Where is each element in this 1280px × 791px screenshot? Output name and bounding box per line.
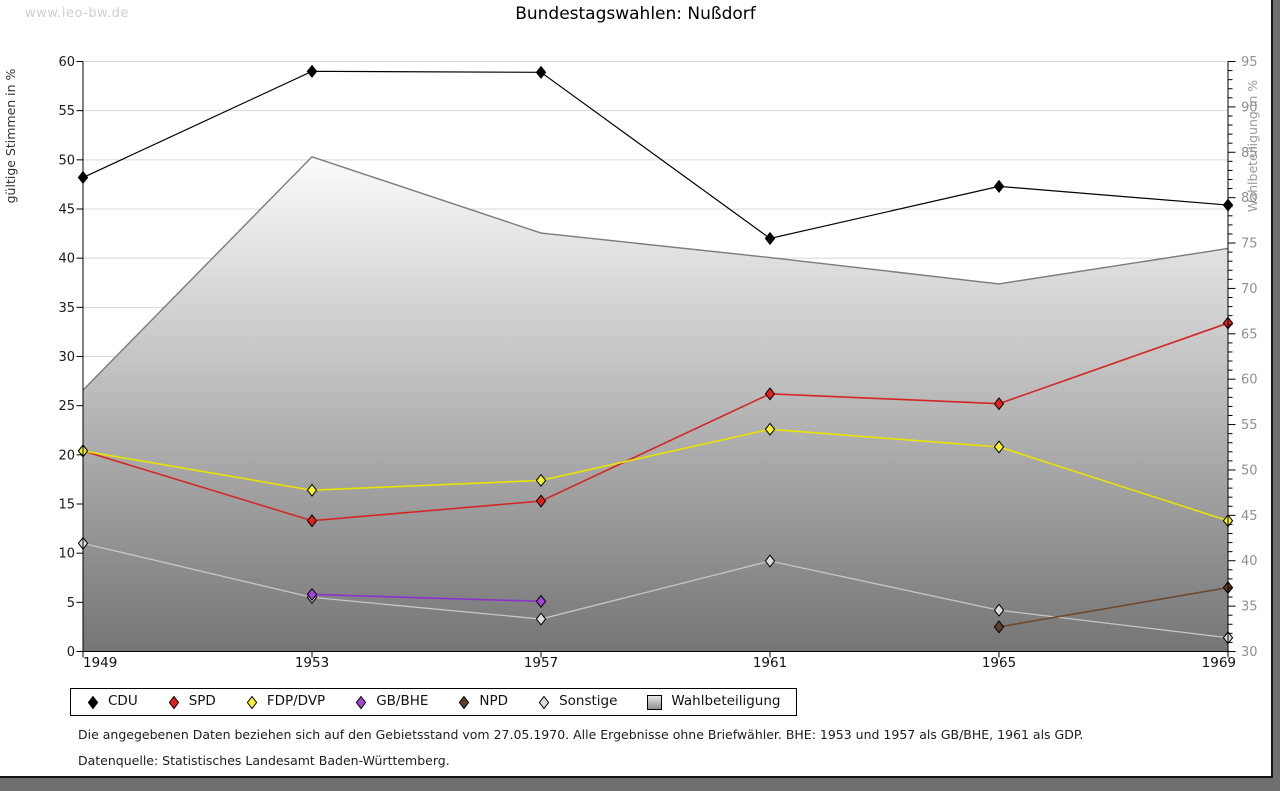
legend-marker-cdu-icon	[87, 695, 99, 709]
right-axis-tick-label: 95	[1241, 55, 1258, 70]
marker-cdu-1961	[764, 231, 776, 246]
left-axis-tick-label: 60	[58, 55, 75, 70]
right-axis-tick-label: 90	[1241, 100, 1258, 115]
marker-fdp-dvp-1957	[535, 473, 547, 488]
x-axis-year-label: 1965	[982, 655, 1016, 671]
axes	[76, 61, 1236, 658]
footer-source: Datenquelle: Statistisches Landesamt Bad…	[78, 753, 450, 768]
marker-spd-1965	[993, 397, 1005, 411]
left-axis-tick-label: 30	[58, 350, 75, 365]
legend-marker-npd-icon	[459, 695, 470, 709]
series-line-gb-bhe	[311, 593, 542, 603]
marker-cdu-1953	[306, 64, 318, 78]
right-axis-tick-label: 60	[1241, 373, 1258, 388]
right-axis-tick-label: 50	[1241, 463, 1258, 478]
left-axis-tick-label: 5	[67, 596, 75, 611]
axis-tick-labels: 0 5 10 15 20 25 30 35 40 45 50 55 60 30 35 40 45 50 55 60 65…	[58, 55, 1257, 671]
x-axis-year-label: 1953	[295, 655, 329, 671]
series-line-sonstige	[82, 542, 1229, 639]
right-axis-tick-label: 65	[1241, 327, 1258, 342]
left-axis-tick-label: 45	[58, 203, 75, 218]
legend-item-npd: NPD	[458, 695, 508, 710]
left-axis-tick-label: 20	[58, 448, 75, 463]
marker-spd-1957	[535, 494, 547, 508]
right-axis-tick-label: 35	[1241, 600, 1258, 615]
legend-label-wahlbeteiligung: Wahlbeteiligung	[671, 693, 781, 710]
legend-marker-fdp-dvp-icon	[246, 695, 258, 709]
marker-spd-1953	[306, 514, 318, 528]
wahlbeteiligung-area	[83, 156, 1228, 652]
marker-sonstige-1961	[764, 554, 776, 568]
left-axis-tick-label: 10	[58, 547, 75, 562]
legend-item-wahlbeteiligung: Wahlbeteiligung	[647, 693, 781, 710]
series-line-cdu	[82, 70, 1229, 240]
left-axis-tick-label: 40	[58, 252, 75, 267]
marker-sonstige-1965	[993, 603, 1005, 617]
series-line-npd	[998, 586, 1229, 628]
x-axis-year-label: 1961	[753, 655, 787, 671]
legend-item-cdu: CDU	[87, 695, 138, 710]
legend-label-sonstige: Sonstige	[559, 693, 618, 710]
left-axis-title: gültige Stimmen in %	[3, 68, 18, 203]
marker-fdp-dvp-1953	[306, 483, 318, 497]
legend-label-spd: SPD	[188, 693, 216, 710]
right-axis-tick-label: 30	[1241, 645, 1258, 660]
right-axis-tick-label: 80	[1241, 191, 1258, 206]
series-line-fdp-dvp	[82, 428, 1229, 522]
x-axis-year-label: 1969	[1202, 655, 1236, 671]
left-axis-tick-label: 15	[58, 498, 75, 513]
legend: CDU SPD FDP/DVP GB/BHE NPD Sonstige Wahlbeteil…	[70, 688, 798, 716]
legend-item-spd: SPD	[168, 695, 216, 710]
legend-item-gb-bhe: GB/BHE	[355, 695, 428, 710]
watermark-url: www.leo-bw.de	[25, 6, 129, 21]
legend-marker-spd-icon	[168, 695, 179, 709]
x-axis-year-label: 1949	[83, 655, 117, 671]
marker-npd-1965	[993, 620, 1005, 634]
chart-canvas: 0 5 10 15 20 25 30 35 40 45 50 55 60 30 35 40 45 50 55 60 65…	[3, 55, 1260, 671]
left-axis-tick-label: 0	[67, 645, 75, 660]
marker-fdp-dvp-1965	[993, 440, 1005, 454]
left-axis-tick-label: 25	[58, 399, 75, 414]
left-axis-tick-label: 55	[58, 104, 75, 119]
chart-plot-area: 0 5 10 15 20 25 30 35 40 45 50 55 60 30 35 40 45 50 55 60 65…	[3, 55, 1260, 671]
right-axis-tick-label: 40	[1241, 554, 1258, 569]
right-axis-title: Wahlbeteiligung in %	[1245, 80, 1260, 212]
legend-label-fdp-dvp: FDP/DVP	[266, 693, 326, 710]
legend-item-sonstige: Sonstige	[538, 695, 617, 710]
legend-marker-gb-bhe-icon	[355, 695, 367, 709]
legend-label-npd: NPD	[479, 693, 509, 710]
left-axis-tick-label: 35	[58, 301, 75, 316]
series-line-spd	[82, 322, 1229, 522]
right-axis-tick-label: 55	[1241, 418, 1258, 433]
legend-swatch-wahlbeteiligung-icon	[647, 694, 663, 710]
marker-gb-bhe-1957	[535, 594, 547, 608]
legend-item-fdp-dvp: FDP/DVP	[246, 695, 325, 710]
wahlbeteiligung-line	[82, 156, 1229, 391]
chart-page: www.leo-bw.de Bundestagswahlen: Nußdorf …	[0, 0, 1273, 778]
x-axis-year-label: 1957	[524, 655, 558, 671]
right-axis-tick-label: 75	[1241, 237, 1258, 252]
footer-note: Die angegebenen Daten beziehen sich auf …	[78, 727, 1084, 742]
chart-title: Bundestagswahlen: Nußdorf	[515, 4, 756, 24]
marker-spd-1961	[764, 387, 776, 401]
legend-marker-sonstige-icon	[538, 695, 550, 709]
left-axis-tick-label: 50	[58, 153, 75, 168]
right-axis-tick-label: 85	[1241, 146, 1258, 161]
marker-cdu-1957	[535, 65, 547, 79]
legend-label-cdu: CDU	[108, 693, 138, 710]
marker-sonstige-1957	[535, 612, 547, 626]
marker-cdu-1965	[993, 179, 1005, 193]
legend-label-gb-bhe: GB/BHE	[376, 693, 429, 710]
right-axis-tick-label: 70	[1241, 282, 1258, 297]
marker-fdp-dvp-1961	[764, 422, 776, 436]
marker-gb-bhe-1953	[306, 587, 318, 602]
right-axis-tick-label: 45	[1241, 509, 1258, 524]
